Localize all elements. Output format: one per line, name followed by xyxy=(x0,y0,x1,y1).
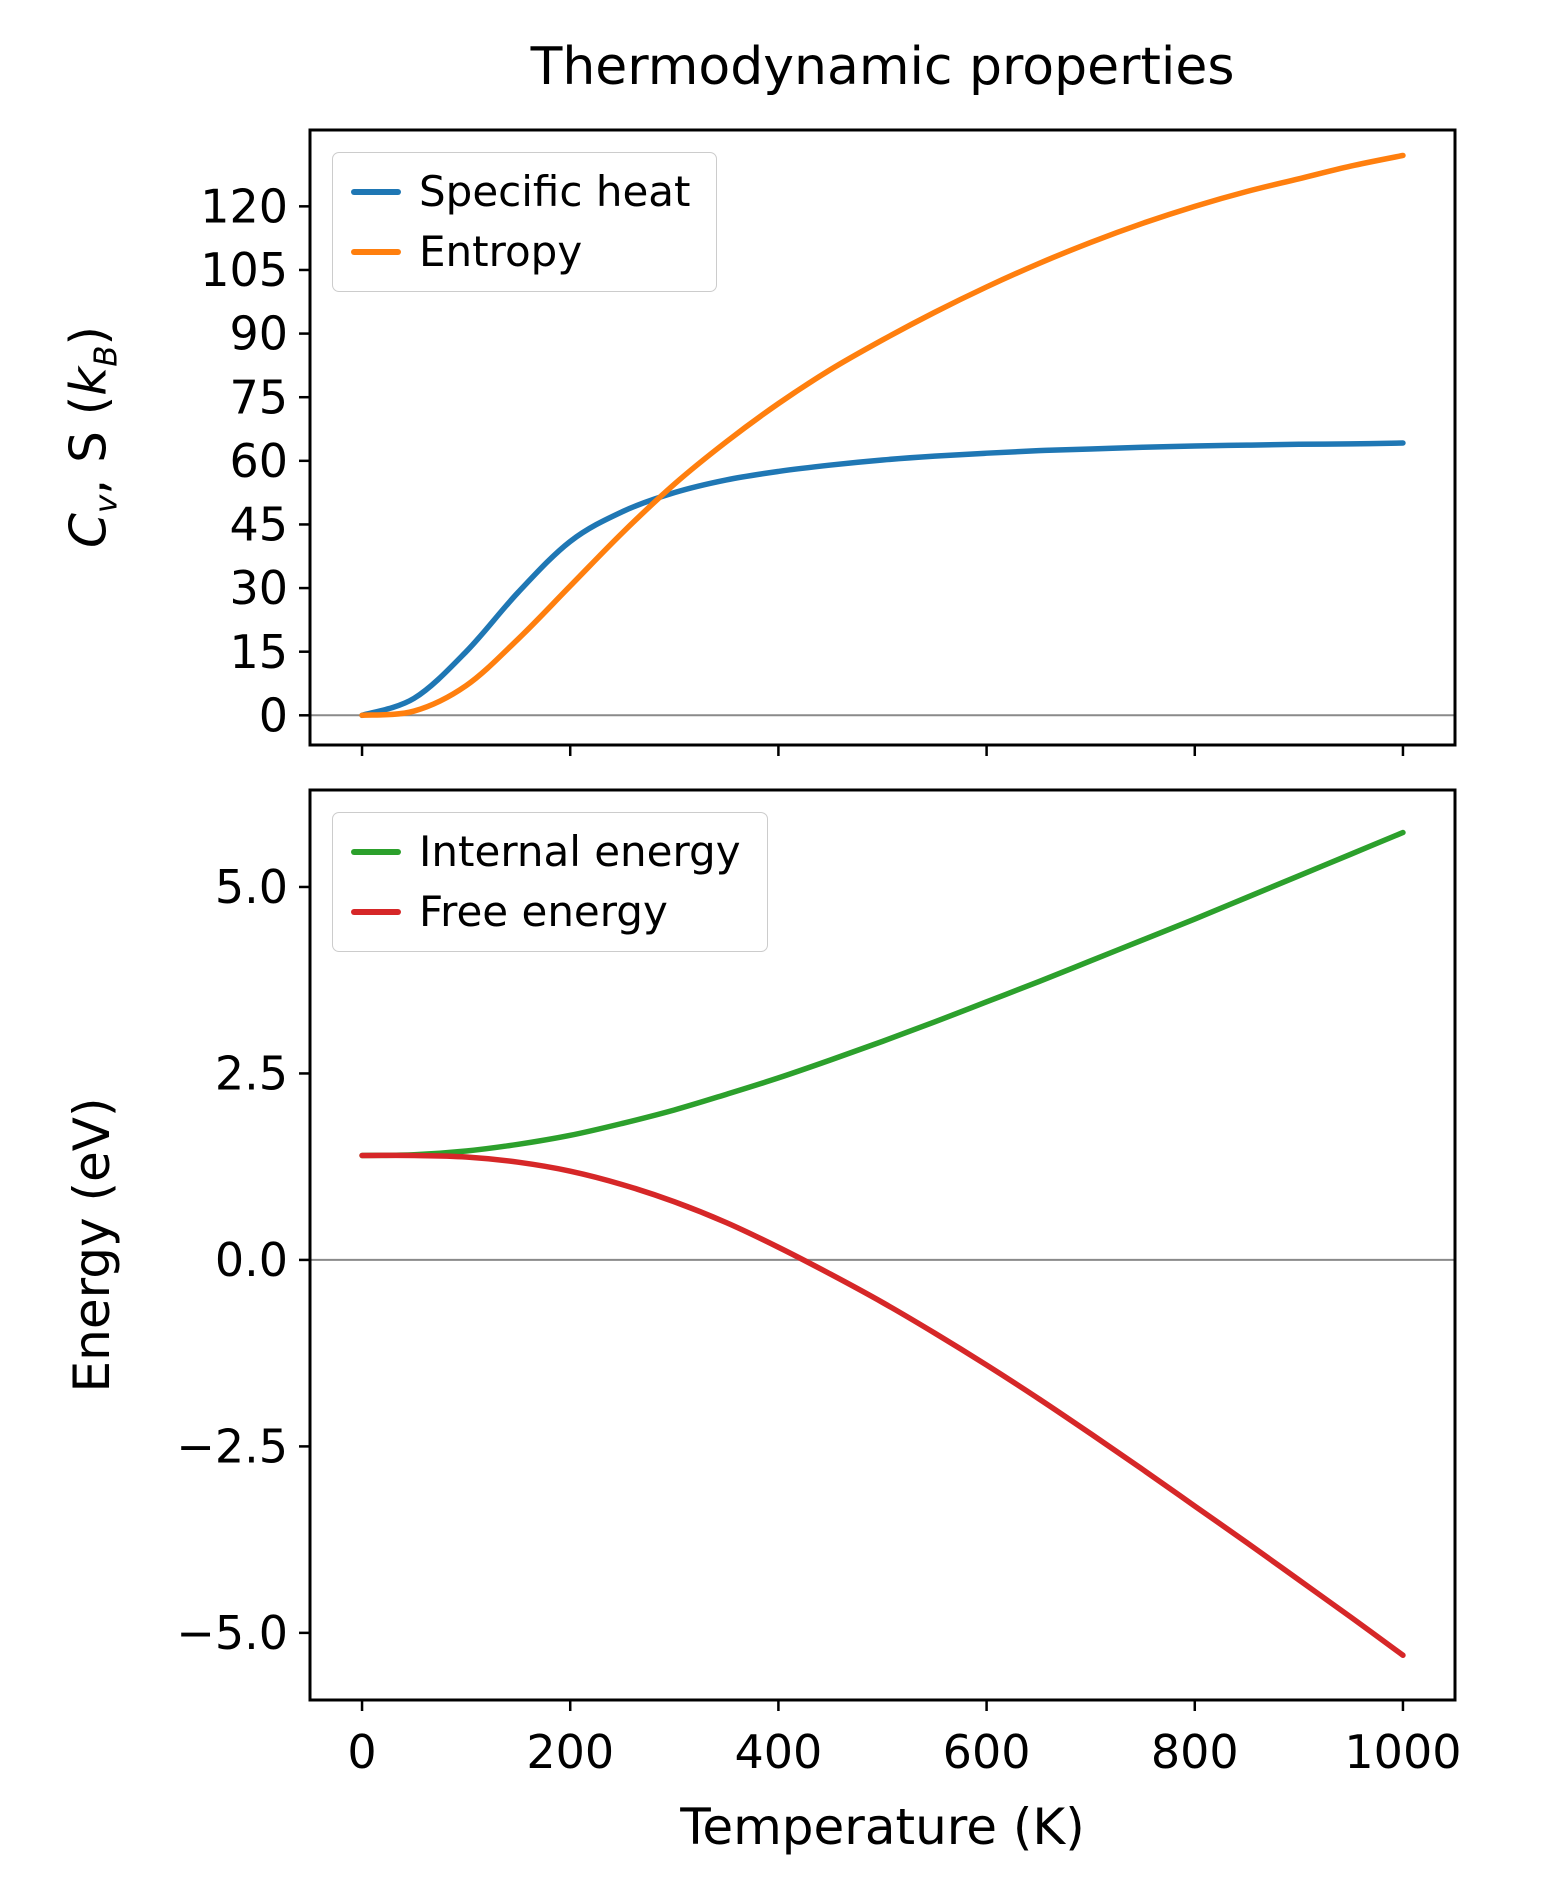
y-tick-label: 60 xyxy=(229,434,288,488)
axes-frame xyxy=(308,788,1457,1702)
legend-label-free-energy: Free energy xyxy=(419,887,668,937)
axes-frame xyxy=(308,128,1457,747)
legend-label-internal-energy: Internal energy xyxy=(419,827,741,876)
y-tick-label: 45 xyxy=(229,498,288,552)
y-tick-label: 90 xyxy=(229,307,288,361)
y-tick-label: −5.0 xyxy=(176,1606,288,1660)
x-tick-label: 800 xyxy=(1151,1725,1239,1779)
chart-title: Thermodynamic properties xyxy=(530,37,1235,97)
legend-label-entropy: Entropy xyxy=(419,227,583,277)
legend-item-specific-heat: Specific heat xyxy=(351,167,691,216)
ylabel-part: C xyxy=(59,513,118,548)
legend-swatch-internal-energy xyxy=(351,849,401,856)
legend-item-internal-energy: Internal energy xyxy=(351,827,741,876)
internal-energy-line xyxy=(359,829,1406,1159)
y-tick-label: 0.0 xyxy=(215,1233,288,1287)
legend-bottom: Internal energy Free energy xyxy=(332,812,768,953)
ylabel-part-sub: v xyxy=(88,494,125,514)
entropy-line xyxy=(359,152,1406,719)
y-axis-label-bottom: Energy (eV) xyxy=(63,1097,121,1393)
y-tick-label: 5.0 xyxy=(215,860,288,914)
legend-item-free-energy: Free energy xyxy=(351,887,741,937)
y-tick-label: 120 xyxy=(200,179,288,233)
y-tick-label: 30 xyxy=(229,561,288,615)
free-energy-line xyxy=(359,1152,1406,1658)
ylabel-part-sub: B xyxy=(88,345,125,367)
y-tick-label: 2.5 xyxy=(215,1047,288,1101)
x-tick-label: 1000 xyxy=(1344,1725,1461,1779)
y-tick-label: 15 xyxy=(229,625,288,679)
x-tick-label: 600 xyxy=(943,1725,1031,1779)
ylabel-part: , S ( xyxy=(59,395,118,495)
legend-top: Specific heat Entropy xyxy=(332,152,718,293)
y-tick-label: 105 xyxy=(200,243,288,297)
specific-heat-line xyxy=(359,440,1406,719)
x-axis-label: Temperature (K) xyxy=(680,1798,1085,1856)
ylabel-part: k xyxy=(59,366,118,396)
legend-item-entropy: Entropy xyxy=(351,227,690,277)
y-tick-label: 75 xyxy=(229,370,288,424)
ylabel-part: ) xyxy=(59,326,118,346)
y-tick-label: −2.5 xyxy=(176,1419,288,1473)
legend-swatch-free-energy xyxy=(351,909,401,916)
y-tick-label: 0 xyxy=(259,688,288,742)
x-tick-label: 0 xyxy=(347,1725,376,1779)
legend-label-specific-heat: Specific heat xyxy=(419,167,691,216)
legend-swatch-entropy xyxy=(351,249,401,256)
y-axis-label-top: Cv, S (kB) xyxy=(60,326,125,548)
legend-swatch-specific-heat xyxy=(351,189,401,196)
x-tick-label: 200 xyxy=(526,1725,614,1779)
x-tick-label: 400 xyxy=(735,1725,823,1779)
